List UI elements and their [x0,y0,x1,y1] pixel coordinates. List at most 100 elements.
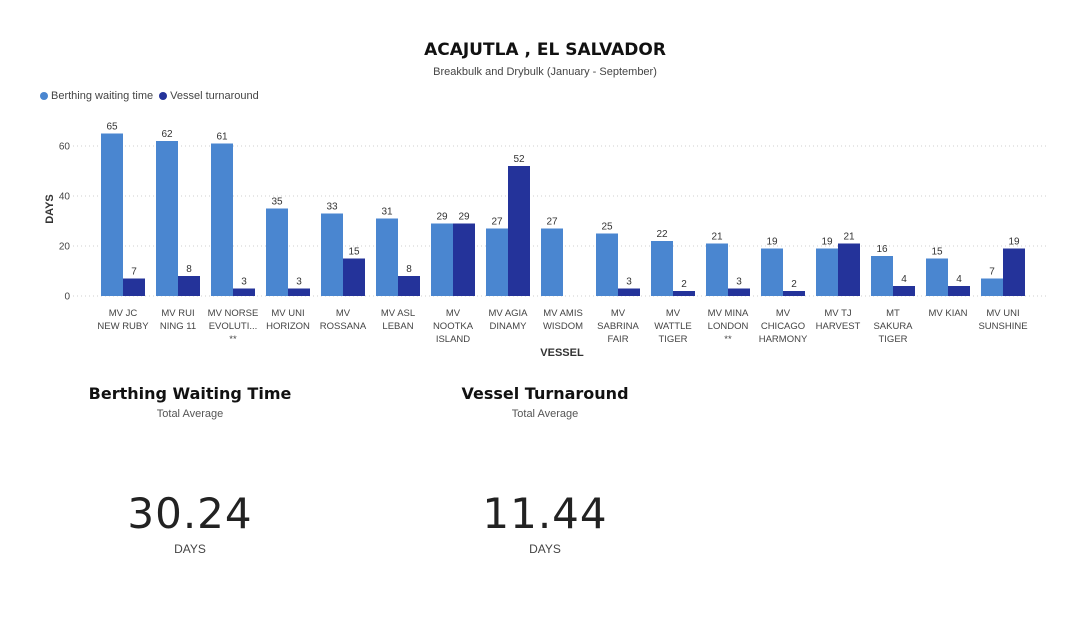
x-tick-label: MV KIAN [928,308,967,319]
x-tick-label: MT [886,308,900,319]
bar-vessel-turnaround[interactable] [783,291,805,296]
bar-berthing-waiting-time[interactable] [541,228,563,297]
bar-berthing-waiting-time[interactable] [871,256,893,296]
data-label: 62 [161,129,173,140]
chart-title: ACAJUTLA , EL SALVADOR [424,40,666,60]
bar-berthing-waiting-time[interactable] [926,258,948,297]
bar-vessel-turnaround[interactable] [453,223,475,297]
data-label: 2 [791,279,797,290]
bar-vessel-turnaround[interactable] [178,276,200,296]
bar-vessel-turnaround[interactable] [508,166,530,296]
bar-vessel-turnaround[interactable] [893,286,915,296]
data-label: 2 [681,279,687,290]
y-tick-label: 40 [59,192,71,203]
data-label: 8 [186,264,192,275]
bar-berthing-waiting-time[interactable] [761,248,783,297]
data-label: 15 [348,247,360,258]
bar-berthing-waiting-time[interactable] [101,133,123,297]
bar-vessel-turnaround[interactable] [123,278,145,297]
y-tick-label: 20 [59,242,71,253]
bar-berthing-waiting-time[interactable] [321,213,343,297]
kpi-berthing-unit: DAYS [174,542,206,556]
bar-vessel-turnaround[interactable] [673,291,695,296]
bar-berthing-waiting-time[interactable] [816,248,838,297]
x-tick-label: MV AMIS [543,308,583,319]
data-label: 29 [458,212,470,223]
x-tick-label: MV [776,308,791,319]
x-tick-label: ** [229,334,237,345]
data-label: 19 [766,237,778,248]
y-axis-title: DAYS [44,194,56,224]
bar-berthing-waiting-time[interactable] [981,278,1003,297]
kpi-turnaround-unit: DAYS [529,542,561,556]
x-tick-label: NING 11 [160,321,196,332]
legend-dot-turnaround [159,92,168,100]
x-tick-label: EVOLUTI... [209,321,258,332]
bar-berthing-waiting-time[interactable] [156,141,178,296]
x-tick-label: HORIZON [266,321,310,332]
x-tick-label: WISDOM [543,321,583,332]
bar-vessel-turnaround[interactable] [618,288,640,297]
data-label: 27 [491,217,503,228]
kpi-berthing-value: 30.24 [127,489,253,538]
bar-vessel-turnaround[interactable] [398,276,420,296]
bar-berthing-waiting-time[interactable] [431,223,453,297]
data-label: 29 [436,212,448,223]
legend-label-turnaround: Vessel turnaround [170,90,259,102]
x-tick-label: NOOTKA [433,321,474,332]
bar-berthing-waiting-time[interactable] [486,228,508,297]
data-label: 3 [241,277,247,288]
x-tick-label: MV MINA [708,308,749,319]
bar-berthing-waiting-time[interactable] [266,208,288,297]
data-label: 3 [736,277,742,288]
x-tick-label: SUNSHINE [978,321,1027,332]
bar-berthing-waiting-time[interactable] [376,218,398,297]
x-axis-title: VESSEL [540,347,584,359]
x-tick-label: MV [446,308,461,319]
x-tick-label: MV TJ [824,308,852,319]
x-tick-label: MV ASL [381,308,415,319]
bar-berthing-waiting-time[interactable] [706,243,728,297]
bar-berthing-waiting-time[interactable] [651,241,673,296]
bar-vessel-turnaround[interactable] [233,288,255,297]
legend-label-berthing: Berthing waiting time [51,90,154,102]
legend-item-berthing[interactable]: Berthing waiting time [40,90,153,102]
y-tick-label: 0 [64,292,70,303]
x-tick-label: FAIR [607,334,628,345]
data-label: 31 [381,207,393,218]
bar-vessel-turnaround[interactable] [288,288,310,297]
x-tick-label: ISLAND [436,334,470,345]
data-label: 61 [216,132,228,143]
x-tick-label: HARMONY [759,334,808,345]
legend-item-turnaround[interactable]: Vessel turnaround [159,90,259,102]
x-tick-label: ROSSANA [320,321,367,332]
bar-vessel-turnaround[interactable] [1003,248,1025,297]
x-tick-label: TIGER [658,334,687,345]
bar-berthing-waiting-time[interactable] [211,143,233,297]
data-label: 27 [546,217,558,228]
x-tick-label: SABRINA [597,321,639,332]
data-label: 21 [711,232,723,243]
bar-vessel-turnaround[interactable] [948,286,970,296]
x-tick-label: MV RUI [161,308,194,319]
data-label: 7 [989,267,995,278]
x-tick-label: MV AGIA [488,308,528,319]
x-tick-label: SAKURA [873,321,913,332]
data-label: 19 [821,237,833,248]
data-label: 33 [326,202,338,213]
kpi-turnaround-subtitle: Total Average [511,408,579,420]
bar-berthing-waiting-time[interactable] [596,233,618,297]
x-tick-label: MV UNI [271,308,304,319]
bar-vessel-turnaround[interactable] [343,258,365,297]
data-label: 15 [931,247,943,258]
data-label: 3 [626,277,632,288]
bar-vessel-turnaround[interactable] [838,243,860,297]
data-label: 65 [106,122,118,133]
bar-vessel-turnaround[interactable] [728,288,750,297]
chart-legend: Berthing waiting time Vessel turnaround [40,90,265,102]
x-tick-label: WATTLE [654,321,691,332]
x-tick-label: MV [336,308,351,319]
data-label: 4 [956,274,962,285]
x-tick-label: MV [611,308,626,319]
